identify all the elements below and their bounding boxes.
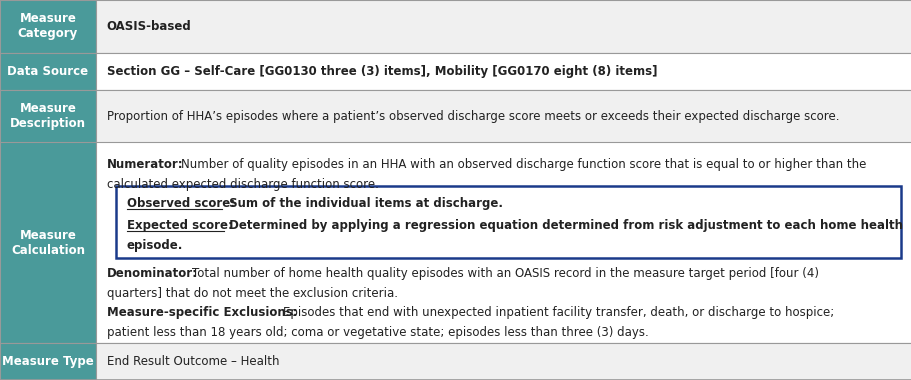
Text: Measure
Category: Measure Category <box>17 13 78 40</box>
Bar <box>96 343 911 380</box>
Text: patient less than 18 years old; coma or vegetative state; episodes less than thr: patient less than 18 years old; coma or … <box>107 326 648 339</box>
Text: Measure Type: Measure Type <box>2 355 94 368</box>
Bar <box>96 142 911 343</box>
Bar <box>96 0 911 53</box>
Text: Measure
Calculation: Measure Calculation <box>11 229 85 257</box>
Text: Expected score:: Expected score: <box>127 219 232 232</box>
Text: Total number of home health quality episodes with an OASIS record in the measure: Total number of home health quality epis… <box>191 267 818 280</box>
Bar <box>0 343 96 380</box>
Bar <box>96 90 911 142</box>
Text: calculated expected discharge function score.: calculated expected discharge function s… <box>107 178 378 191</box>
Text: Determined by applying a regression equation determined from risk adjustment to : Determined by applying a regression equa… <box>225 219 902 232</box>
Text: End Result Outcome – Health: End Result Outcome – Health <box>107 355 279 368</box>
Bar <box>0 0 96 53</box>
Bar <box>0 90 96 142</box>
Bar <box>96 53 911 90</box>
Text: quarters] that do not meet the exclusion criteria.: quarters] that do not meet the exclusion… <box>107 287 397 300</box>
Text: Number of quality episodes in an HHA with an observed discharge function score t: Number of quality episodes in an HHA wit… <box>181 158 866 171</box>
Bar <box>0 142 96 343</box>
Text: Data Source: Data Source <box>7 65 88 78</box>
Text: Section GG – Self-Care [GG0130 three (3) items], Mobility [GG0170 eight (8) item: Section GG – Self-Care [GG0130 three (3)… <box>107 65 657 78</box>
Text: Sum of the individual items at discharge.: Sum of the individual items at discharge… <box>225 197 503 210</box>
Text: Measure-specific Exclusions:: Measure-specific Exclusions: <box>107 306 297 319</box>
Text: OASIS-based: OASIS-based <box>107 20 191 33</box>
Text: Proportion of HHA’s episodes where a patient’s observed discharge score meets or: Proportion of HHA’s episodes where a pat… <box>107 109 838 123</box>
Text: Denominator:: Denominator: <box>107 267 198 280</box>
Bar <box>0 53 96 90</box>
Text: Observed score:: Observed score: <box>127 197 235 210</box>
Text: Episodes that end with unexpected inpatient facility transfer, death, or dischar: Episodes that end with unexpected inpati… <box>282 306 833 319</box>
Text: Measure
Description: Measure Description <box>10 102 86 130</box>
Text: episode.: episode. <box>127 239 183 252</box>
Text: Numerator:: Numerator: <box>107 158 183 171</box>
Bar <box>116 186 900 258</box>
